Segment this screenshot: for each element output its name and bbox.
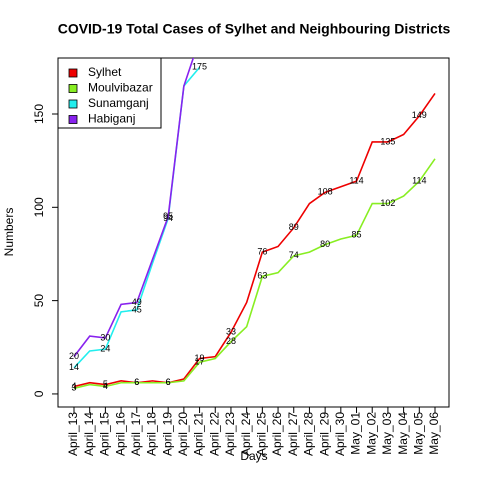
data-label: 20 bbox=[69, 351, 79, 361]
data-label: 80 bbox=[320, 239, 330, 249]
data-label: 108 bbox=[318, 187, 333, 197]
x-tick-label: April_15 bbox=[98, 412, 112, 456]
x-tick-label: April_20 bbox=[176, 412, 190, 456]
data-label: 114 bbox=[349, 176, 363, 186]
x-tick-label: April_24 bbox=[239, 412, 253, 456]
data-label: 94 bbox=[163, 213, 173, 223]
legend-label: Sunamganj bbox=[88, 96, 149, 110]
legend-swatch bbox=[68, 68, 78, 78]
legend-label: Habiganj bbox=[88, 112, 135, 126]
x-tick-label: April_28 bbox=[302, 412, 316, 456]
x-tick-label: May_05 bbox=[411, 412, 425, 455]
data-label: 4 bbox=[103, 381, 108, 391]
data-label: 175 bbox=[192, 62, 207, 72]
data-label: 6 bbox=[166, 377, 171, 387]
x-tick-label: May_04 bbox=[396, 412, 410, 455]
plot-frame bbox=[57, 57, 450, 408]
data-label: 6 bbox=[134, 377, 139, 387]
series-line bbox=[73, 158, 436, 390]
x-tick-label: April_14 bbox=[82, 412, 96, 456]
legend-label: Moulvibazar bbox=[88, 81, 153, 95]
x-tick-label: April_23 bbox=[223, 412, 237, 456]
legend-swatch bbox=[68, 99, 78, 109]
data-label: 4 bbox=[71, 381, 76, 391]
data-label: 6 bbox=[166, 377, 171, 387]
data-label: 102 bbox=[380, 198, 395, 208]
y-axis-label: Numbers bbox=[2, 208, 16, 257]
data-label: 6 bbox=[134, 377, 139, 387]
data-label: 85 bbox=[352, 230, 362, 240]
legend-swatch bbox=[68, 84, 78, 93]
series-line bbox=[73, 58, 195, 358]
data-label: 19 bbox=[195, 353, 205, 363]
data-label: 45 bbox=[132, 304, 142, 314]
x-tick-label: April_26 bbox=[270, 412, 284, 456]
data-label: 5 bbox=[103, 379, 108, 389]
data-label: 28 bbox=[226, 336, 236, 346]
data-label: 33 bbox=[226, 327, 236, 337]
y-tick-label: 150 bbox=[32, 104, 46, 124]
data-label: 114 bbox=[412, 176, 426, 186]
data-label: 74 bbox=[289, 250, 299, 260]
legend-swatch bbox=[68, 115, 78, 124]
data-label: 95 bbox=[163, 211, 173, 221]
y-tick-label: 100 bbox=[32, 197, 46, 217]
x-tick-label: April_30 bbox=[333, 412, 347, 456]
x-tick-label: April_25 bbox=[255, 412, 269, 456]
data-label: 135 bbox=[380, 136, 395, 146]
legend-label: Sylhet bbox=[88, 65, 122, 79]
data-label: 30 bbox=[100, 332, 110, 342]
x-tick-label: April_19 bbox=[160, 412, 174, 456]
data-label: 17 bbox=[195, 357, 205, 367]
data-label: 63 bbox=[257, 271, 267, 281]
x-tick-label: April_13 bbox=[66, 412, 80, 456]
x-tick-label: May_01 bbox=[349, 412, 363, 455]
x-tick-label: May_02 bbox=[364, 412, 378, 455]
x-tick-label: April_29 bbox=[317, 412, 331, 456]
data-label: 3 bbox=[71, 383, 76, 393]
data-label: 14 bbox=[69, 362, 79, 372]
x-tick-label: May_03 bbox=[380, 412, 394, 455]
x-tick-label: April_18 bbox=[145, 412, 159, 456]
x-tick-label: April_16 bbox=[113, 412, 127, 456]
data-label: 49 bbox=[132, 297, 142, 307]
x-axis-label: Days bbox=[240, 449, 267, 463]
x-tick-label: April_17 bbox=[129, 412, 143, 456]
y-tick-label: 50 bbox=[32, 294, 46, 308]
x-tick-label: April_21 bbox=[192, 412, 206, 456]
x-tick-label: April_22 bbox=[207, 412, 221, 456]
x-tick-label: April_27 bbox=[286, 412, 300, 456]
data-label: 24 bbox=[100, 344, 110, 354]
x-tick-label: May_06 bbox=[427, 412, 441, 455]
data-label: 89 bbox=[289, 222, 299, 232]
y-tick-label: 0 bbox=[32, 390, 46, 397]
data-label: 149 bbox=[412, 110, 427, 120]
chart-title: COVID-19 Total Cases of Sylhet and Neigh… bbox=[58, 21, 451, 37]
data-label: 76 bbox=[257, 246, 267, 256]
